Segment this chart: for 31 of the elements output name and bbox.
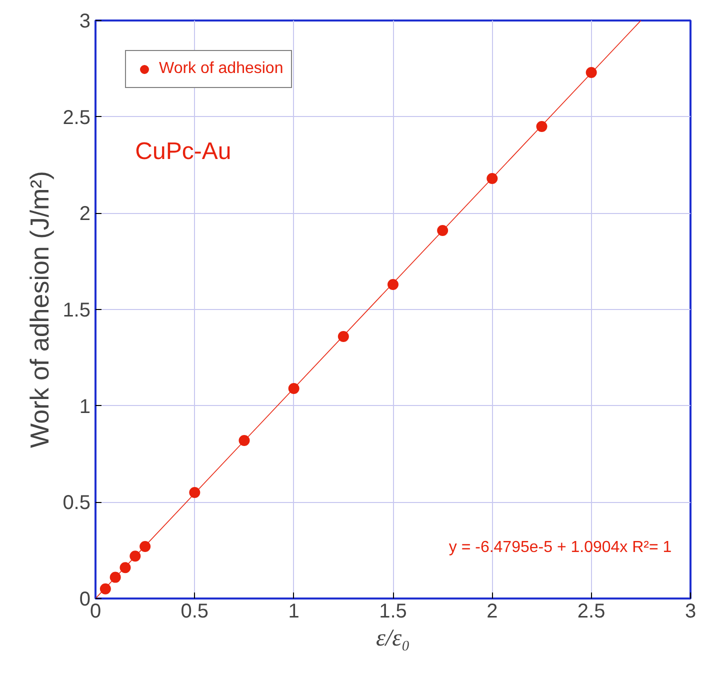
y-tick-label: 1 xyxy=(79,396,90,418)
x-tick-label: 3 xyxy=(684,600,696,622)
point xyxy=(140,540,151,552)
y-tick-label: 2 xyxy=(79,203,90,226)
point xyxy=(130,550,141,562)
point xyxy=(120,562,131,574)
point xyxy=(338,330,349,342)
point xyxy=(189,487,200,498)
y-tick-label: 1.5 xyxy=(62,300,91,322)
point xyxy=(388,278,398,290)
x-axis-title: ε/ε₀ xyxy=(376,626,410,652)
x-tick-label: 2.5 xyxy=(577,600,606,622)
y-tick-label: 2.5 xyxy=(62,106,91,129)
y-tick-label: 3 xyxy=(79,10,90,32)
x-tick-label: 2 xyxy=(486,600,498,622)
point xyxy=(288,383,300,394)
annotation: y = -6.4795e-5 + 1.0904x R²= 1 xyxy=(448,539,672,556)
legend-label: Work of adhesion xyxy=(159,60,284,78)
x-tick-label: 1 xyxy=(288,600,300,622)
y-axis-title: Work of adhesion (J/m²) xyxy=(24,171,55,448)
y-tick-label: 0.5 xyxy=(62,492,91,514)
point xyxy=(586,67,597,78)
point xyxy=(486,172,498,184)
x-tick-label: 0.5 xyxy=(180,600,209,622)
point xyxy=(110,572,121,583)
point xyxy=(238,435,250,446)
point xyxy=(536,120,548,132)
x-tick-label: 1.5 xyxy=(379,600,407,622)
annotation: CuPc-Au xyxy=(135,138,232,165)
point xyxy=(100,583,111,594)
point xyxy=(437,225,448,236)
